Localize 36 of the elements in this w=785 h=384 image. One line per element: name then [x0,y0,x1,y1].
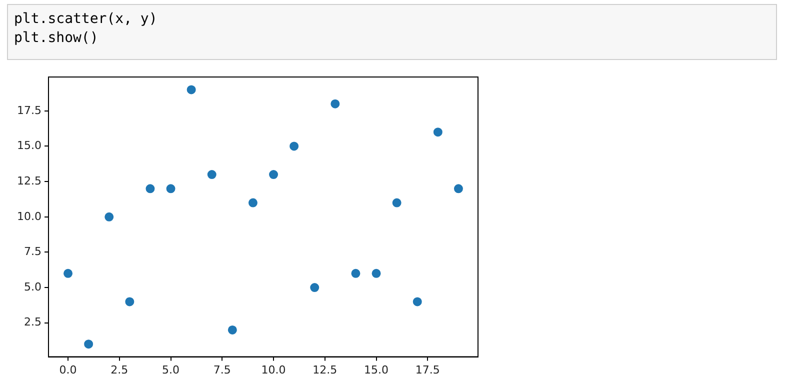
y-tick-label: 12.5 [16,174,42,188]
point [454,184,463,194]
point [330,99,340,108]
point [392,198,402,208]
point [290,142,299,151]
point [372,268,381,278]
y-tick-label: 17.5 [16,104,42,117]
point [248,198,258,208]
x-tick-label: 15.0 [364,363,389,376]
point [351,268,360,278]
point [412,297,422,306]
y-tick-label: 15.0 [16,139,42,152]
x-tick-label: 12.5 [312,363,338,376]
point [186,85,196,94]
x-tick-label: 0.0 [59,363,77,376]
x-tick-label: 7.5 [213,363,231,376]
point [104,212,114,222]
point [228,325,237,334]
point [64,268,73,278]
point [433,128,442,137]
x-tick-label: 17.5 [415,363,440,376]
y-tick-label: 7.5 [24,245,42,258]
x-tick-label: 10.0 [261,363,286,376]
point [84,340,94,349]
point [207,170,216,180]
point [166,184,176,194]
point [310,283,320,292]
point [146,184,155,194]
y-tick-label: 5.0 [24,280,42,294]
y-tick-label: 10.0 [16,210,42,223]
y-tick-label: 2.5 [24,316,42,329]
point [125,297,134,306]
x-tick-label: 5.0 [162,363,180,376]
text: plt.scatter(x, y) plt.show() [7,4,777,60]
x-tick-label: 2.5 [110,363,128,376]
point [269,170,278,180]
